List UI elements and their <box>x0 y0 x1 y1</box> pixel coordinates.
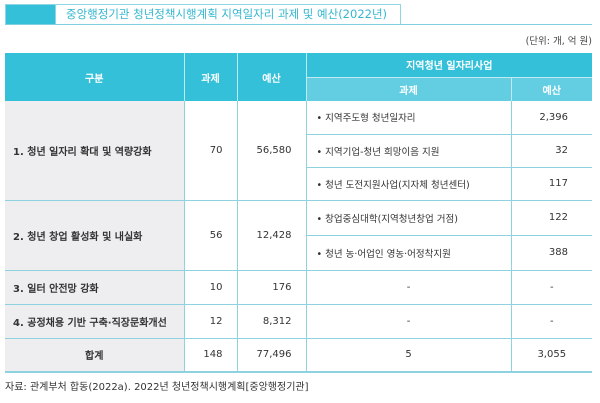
header-sub-budget: 예산 <box>511 76 593 101</box>
source-footnote: 자료: 관계부처 합동(2022a). 2022년 청년정책시행계획[중앙행정기… <box>5 382 309 393</box>
category-cell: 3. 일터 안전망 강화 <box>5 270 185 305</box>
header-tasks: 과제 <box>184 53 238 101</box>
program-cell: • 지역기업-청년 희망이음 지원 <box>306 134 512 168</box>
header-sub-tasks: 과제 <box>306 76 512 101</box>
table-row: • 청년 농·어업인 영농·어정착지원 388 <box>5 235 593 271</box>
table-row: • 청년 도전지원사업(지자체 청년센터) 117 <box>5 167 593 201</box>
total-budget: 77,496 <box>237 338 307 373</box>
category-cell: 1. 청년 일자리 확대 및 역량강화 <box>5 101 185 201</box>
table-row: 3. 일터 안전망 강화 10 176 - - <box>5 270 593 305</box>
total-sub-budget: 3,055 <box>511 338 593 373</box>
table-row: 2. 청년 창업 활성화 및 내실화 56 12,428 • 창업중심대학(지역… <box>5 200 593 271</box>
total-sub-tasks: 5 <box>306 338 512 373</box>
budget-cell: 12,428 <box>237 200 307 271</box>
program-budget-cell: 117 <box>511 167 593 201</box>
total-label: 합계 <box>5 338 185 373</box>
budget-cell: 56,580 <box>237 101 307 201</box>
category-cell: 4. 공정채용 기반 구축·직장문화개선 <box>5 304 185 339</box>
header-regional-youth-jobs: 지역청년 일자리사업 <box>306 53 593 78</box>
program-cell: - <box>306 304 512 339</box>
program-cell: • 청년 농·어업인 영농·어정착지원 <box>306 235 512 271</box>
title-accent-block <box>5 4 57 25</box>
program-budget-cell: 122 <box>511 200 593 236</box>
tasks-cell: 10 <box>184 270 238 305</box>
program-budget-cell: 32 <box>511 134 593 168</box>
page-title: 중앙행정기관 청년정책시행계획 지역일자리 과제 및 예산(2022년) <box>55 4 401 25</box>
tasks-cell: 70 <box>184 101 238 201</box>
program-budget-cell: 2,396 <box>511 101 593 135</box>
total-row: 합계 148 77,496 5 3,055 <box>5 338 593 373</box>
program-cell: • 청년 도전지원사업(지자체 청년센터) <box>306 167 512 201</box>
program-budget-cell: 388 <box>511 235 593 271</box>
program-budget-cell: - <box>511 270 593 305</box>
budget-cell: 176 <box>237 270 307 305</box>
header-category: 구분 <box>5 53 185 101</box>
table-row: • 지역기업-청년 희망이음 지원 32 <box>5 134 593 168</box>
program-cell: • 지역주도형 청년일자리 <box>306 101 512 135</box>
header-budget: 예산 <box>237 53 307 101</box>
title-underline <box>5 24 592 25</box>
total-tasks: 148 <box>184 338 238 373</box>
unit-label: (단위: 개, 억 원) <box>525 36 592 47</box>
program-cell: • 창업중심대학(지역청년창업 거점) <box>306 200 512 236</box>
budget-cell: 8,312 <box>237 304 307 339</box>
table-row: 4. 공정채용 기반 구축·직장문화개선 12 8,312 - - <box>5 304 593 339</box>
program-cell: - <box>306 270 512 305</box>
program-budget-cell: - <box>511 304 593 339</box>
tasks-cell: 12 <box>184 304 238 339</box>
category-cell: 2. 청년 창업 활성화 및 내실화 <box>5 200 185 271</box>
title-banner: 중앙행정기관 청년정책시행계획 지역일자리 과제 및 예산(2022년) <box>5 4 592 25</box>
tasks-cell: 56 <box>184 200 238 271</box>
table-row: 1. 청년 일자리 확대 및 역량강화 70 56,580 • 지역주도형 청년… <box>5 101 593 201</box>
budget-table: 구분 과제 예산 지역청년 일자리사업 과제 예산 1. 청년 일자리 확대 및… <box>5 53 593 373</box>
